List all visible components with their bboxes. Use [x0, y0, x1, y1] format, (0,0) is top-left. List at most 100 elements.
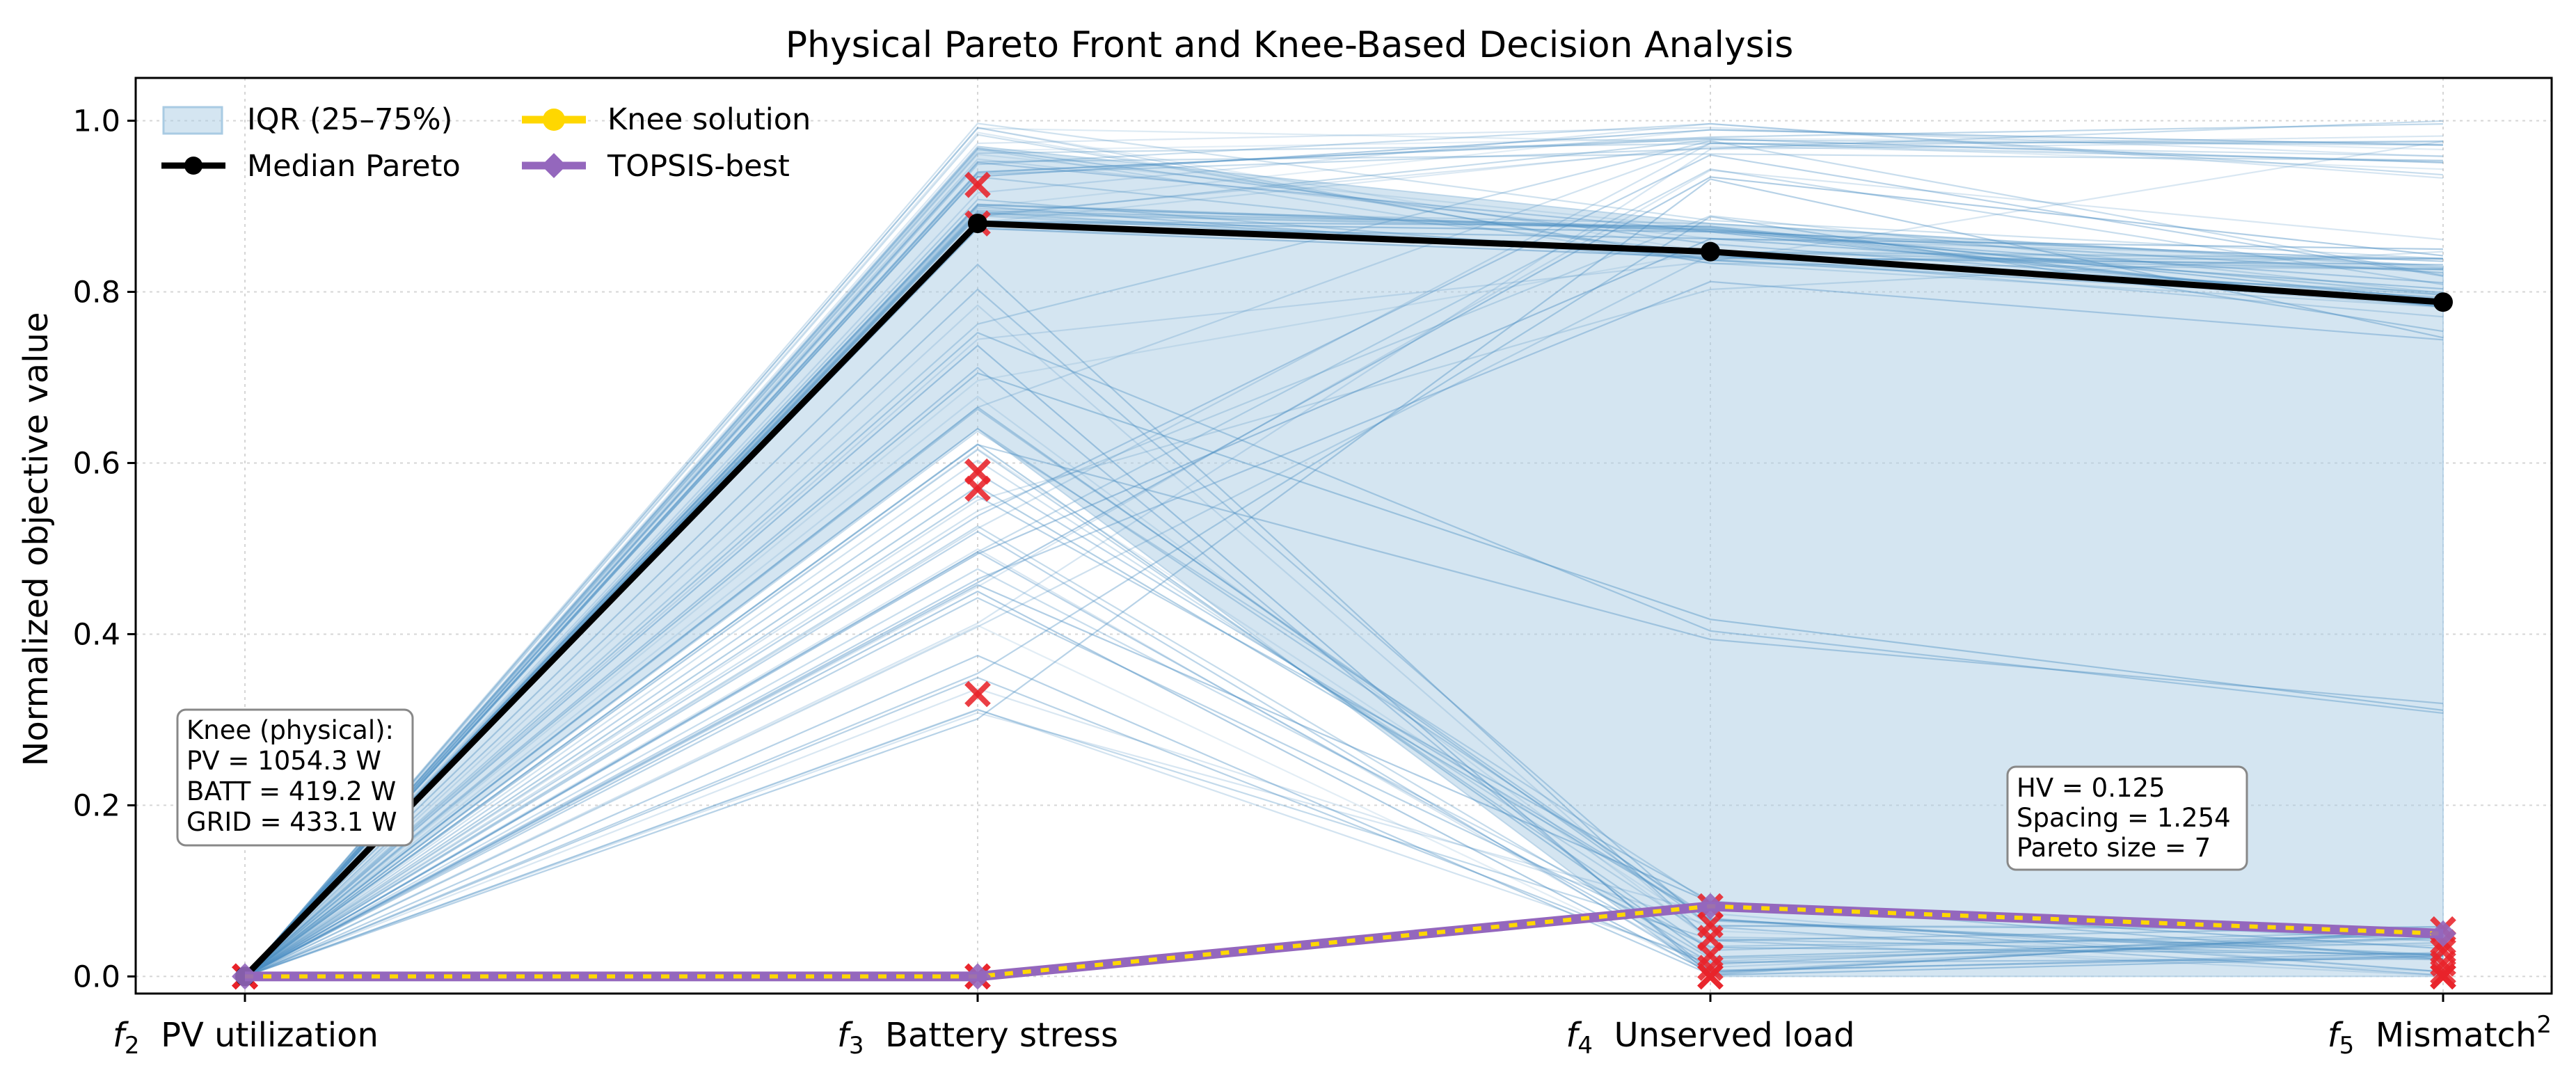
pareto-solution-line — [244, 213, 2444, 978]
pareto-solution-line — [244, 712, 2444, 978]
pareto-solution-line — [244, 372, 2444, 978]
pareto-solution-line — [244, 597, 2444, 978]
pareto-solution-line — [244, 530, 2444, 978]
pareto-x-marker — [2430, 963, 2456, 990]
pareto-solution-lines — [244, 120, 2444, 978]
metrics-box-line: Spacing = 1.254 — [2017, 803, 2231, 833]
pareto-solution-line — [244, 209, 2444, 978]
pareto-solution-line — [244, 687, 2444, 978]
pareto-solution-line — [244, 168, 2444, 978]
median-pareto-marker — [968, 214, 987, 234]
legend: IQR (25–75%) Median Pareto Knee solution… — [161, 102, 811, 184]
pareto-solution-line — [244, 280, 2444, 978]
pareto-solution-line — [244, 449, 2444, 978]
pareto-solution-line — [244, 406, 2444, 978]
pareto-solution-line — [244, 590, 2444, 978]
pareto-solution-line — [244, 127, 2444, 978]
axes: 0.0 0.2 0.4 0.6 0.8 1.0 f2 PV utilization f3 Ba… — [73, 77, 2553, 1060]
pareto-solution-line — [244, 142, 2444, 978]
metrics-annotation-box: HV = 0.125 Spacing = 1.254 Pareto size =… — [2006, 765, 2248, 871]
pareto-solution-line — [244, 676, 2444, 978]
pareto-solution-line — [244, 444, 2444, 978]
legend-knee-marker — [543, 109, 565, 131]
pareto-solution-line — [244, 123, 2444, 978]
knee-box-line: GRID = 433.1 W — [186, 807, 397, 837]
pareto-solution-line — [244, 624, 2444, 978]
pareto-x-marker — [2430, 959, 2456, 986]
pareto-solution-line — [244, 122, 2444, 978]
pareto-solution-line — [244, 153, 2444, 978]
pareto-x-stroke — [964, 475, 991, 502]
pareto-solution-line — [244, 548, 2444, 978]
pareto-solution-line — [244, 238, 2444, 978]
pareto-solution-line — [244, 122, 2444, 978]
x-tick-label: f5 Mismatch2 — [2328, 1011, 2552, 1060]
pareto-solution-line — [244, 207, 2444, 978]
y-tick-label: 0.6 — [73, 446, 120, 481]
pareto-solution-line — [244, 447, 2444, 978]
pareto-solution-line — [244, 263, 2444, 978]
pareto-markers — [232, 171, 2456, 990]
highlight-series — [232, 214, 2456, 990]
pareto-x-stroke — [964, 680, 991, 708]
pareto-solution-line — [244, 254, 2444, 978]
knee-solution-line — [245, 904, 2444, 979]
knee-box-line: Knee (physical): — [186, 715, 394, 745]
pareto-x-stroke — [2430, 963, 2456, 990]
pareto-x-marker — [964, 475, 991, 502]
pareto-x-marker — [964, 171, 991, 198]
pareto-solution-line — [244, 138, 2444, 978]
pareto-solution-line — [244, 443, 2444, 978]
pareto-solution-line — [244, 709, 2444, 978]
pareto-solution-line — [244, 148, 2444, 978]
knee-annotation-box: Knee (physical): PV = 1054.3 W BATT = 41… — [176, 708, 414, 847]
pareto-solution-line — [244, 161, 2444, 978]
legend-label-topsis: TOPSIS-best — [607, 149, 790, 184]
pareto-solution-line — [244, 288, 2444, 978]
pareto-solution-line — [244, 137, 2444, 978]
pareto-solution-line — [244, 129, 2444, 978]
pareto-x-stroke — [964, 171, 991, 198]
pareto-solution-line — [244, 129, 2444, 978]
pareto-solution-line — [244, 331, 2444, 978]
pareto-solution-line — [244, 584, 2444, 978]
pareto-solution-line — [244, 142, 2444, 978]
topsis-best-marker — [964, 963, 991, 990]
pareto-x-marker — [1697, 955, 1724, 981]
pareto-solution-line — [244, 140, 2444, 978]
knee-box-line: PV = 1054.3 W — [186, 746, 381, 776]
metrics-box-frame — [2006, 765, 2248, 871]
pareto-solution-line — [244, 472, 2444, 978]
metrics-box-line: Pareto size = 7 — [2017, 833, 2211, 863]
pareto-solution-line — [244, 176, 2444, 978]
y-axis-label: Normalized objective value — [17, 312, 56, 766]
pareto-x-stroke — [2430, 959, 2456, 986]
metrics-box-line: HV = 0.125 — [2017, 773, 2165, 803]
pareto-solution-line — [244, 304, 2444, 978]
legend-label-iqr: IQR (25–75%) — [247, 102, 452, 137]
legend-label-median: Median Pareto — [247, 149, 461, 184]
pareto-solution-line — [244, 427, 2444, 978]
pareto-x-marker — [1697, 963, 1724, 990]
pareto-solution-line — [244, 568, 2444, 978]
pareto-solution-line — [244, 212, 2444, 978]
pareto-solution-line — [244, 344, 2444, 978]
pareto-solution-line — [244, 215, 2444, 978]
iqr-band — [244, 145, 2444, 978]
legend-band-swatch — [162, 106, 223, 135]
pareto-solution-line — [244, 708, 2444, 978]
pareto-solution-line — [244, 154, 2444, 978]
pareto-solution-line — [244, 176, 2444, 978]
topsis-best-marker — [2430, 920, 2456, 947]
y-tick-label: 0.0 — [73, 959, 120, 994]
pareto-solution-line — [244, 147, 2444, 978]
pareto-solution-line — [244, 198, 2443, 978]
y-tick-label: 1.0 — [73, 104, 120, 138]
knee-box-line: BATT = 419.2 W — [186, 776, 396, 806]
pareto-solution-line — [244, 127, 2444, 978]
pareto-solution-line — [244, 169, 2444, 978]
pareto-solution-line — [244, 205, 2444, 978]
legend-topsis-marker — [541, 153, 566, 178]
pareto-solution-line — [244, 120, 2444, 978]
